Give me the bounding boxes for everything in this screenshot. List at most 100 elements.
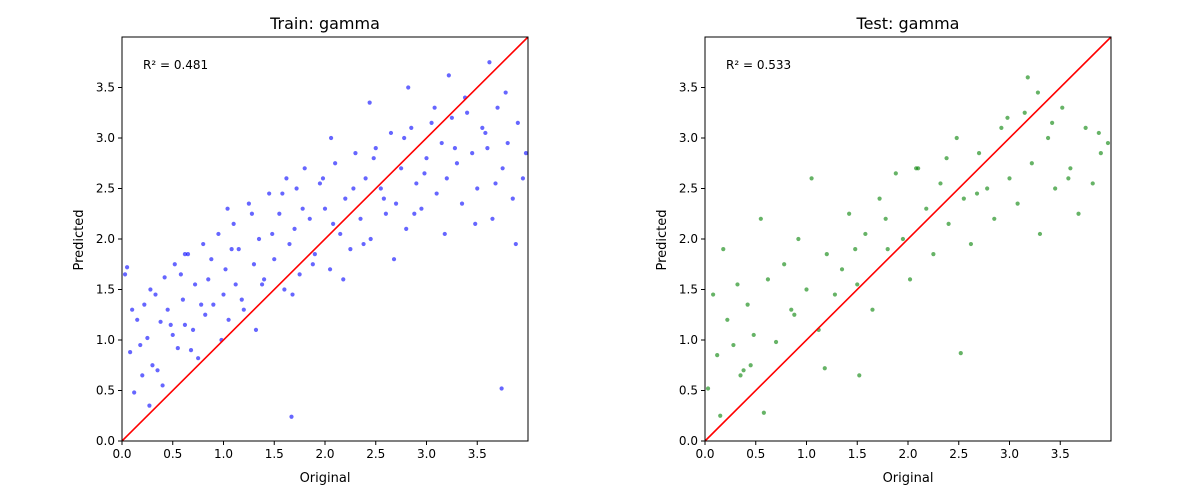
train-x-ticks: 0.0 0.5 1.0 1.5 2.0 2.5 3.0 3.5	[112, 441, 487, 461]
train-x-tick-label: 1.0	[214, 447, 233, 461]
test-x-tick-label: 2.5	[949, 447, 968, 461]
train-data-point	[289, 414, 294, 419]
test-data-point	[1068, 166, 1073, 171]
test-data-point	[885, 247, 890, 252]
test-data-point	[738, 373, 743, 378]
train-data-point	[465, 110, 470, 115]
test-y-tick-label: 2.5	[679, 182, 698, 196]
train-data-point	[480, 125, 485, 130]
train-data-point	[513, 241, 518, 247]
test-data-point	[931, 252, 936, 257]
test-data-point	[711, 292, 716, 297]
train-data-point	[475, 186, 480, 191]
train-x-tick-label: 2.5	[366, 447, 385, 461]
train-data-point	[221, 292, 226, 297]
test-data-point	[863, 231, 868, 237]
train-data-point	[310, 262, 315, 267]
test-data-point	[804, 287, 809, 292]
test-data-point	[822, 366, 827, 371]
train-data-point	[320, 176, 326, 181]
train-data-point	[414, 181, 419, 186]
train-data-point	[211, 302, 216, 307]
test-data-point	[839, 267, 845, 272]
test-data-point	[725, 317, 730, 322]
test-x-tick-label: 3.0	[1000, 447, 1019, 461]
train-data-point	[439, 140, 444, 146]
train-data-point	[142, 302, 147, 307]
train-data-point	[442, 231, 447, 237]
train-data-point	[505, 140, 510, 146]
train-data-point	[381, 196, 386, 201]
test-data-point	[1022, 110, 1027, 115]
test-x-tick-label: 3.5	[1051, 447, 1070, 461]
test-x-tick-label: 0.5	[746, 447, 765, 461]
train-data-point	[165, 307, 170, 312]
test-x-tick-label: 2.0	[898, 447, 917, 461]
train-data-point	[241, 307, 246, 312]
test-data-point	[900, 236, 906, 242]
test-data-point	[1037, 231, 1043, 237]
train-y-tick-label: 3.5	[96, 81, 115, 95]
train-data-point	[446, 73, 451, 78]
train-data-point	[259, 282, 265, 287]
train-data-point	[327, 267, 333, 272]
test-data-point	[1015, 201, 1020, 206]
train-data-point	[150, 363, 155, 368]
train-data-point	[233, 282, 238, 287]
train-data-point	[153, 292, 158, 297]
train-data-point	[267, 191, 272, 196]
test-data-point	[1007, 176, 1012, 181]
test-data-point	[718, 413, 723, 418]
train-data-point	[148, 287, 153, 292]
test-data-point	[1083, 125, 1088, 130]
train-data-point	[510, 196, 515, 201]
test-data-point	[721, 247, 726, 252]
train-data-point	[409, 125, 414, 130]
test-data-point	[705, 386, 711, 391]
train-data-point	[216, 231, 221, 237]
train-data-point	[495, 105, 500, 110]
test-y-tick-label: 3.0	[679, 131, 698, 145]
test-data-point	[789, 307, 794, 312]
test-y-ticks: 0.0 0.5 1.0 1.5 2.0 2.5 3.0 3.5	[679, 81, 705, 448]
train-data-point	[493, 181, 498, 186]
train-y-axis-label: Predicted	[72, 209, 87, 270]
train-data-point	[523, 151, 529, 156]
train-data-point	[317, 181, 323, 186]
train-data-point	[239, 297, 244, 302]
test-data-point	[1098, 151, 1103, 156]
test-data-point	[985, 186, 990, 191]
train-points-layer	[122, 60, 529, 419]
train-data-point	[404, 226, 409, 231]
train-data-point	[419, 206, 424, 211]
train-data-point	[424, 156, 429, 161]
train-data-point	[473, 221, 478, 226]
train-y-tick-label: 0.0	[96, 434, 115, 448]
train-data-point	[338, 231, 343, 237]
test-data-point	[792, 312, 797, 317]
train-data-point	[280, 191, 285, 196]
test-y-tick-label: 3.5	[679, 81, 698, 95]
train-data-point	[483, 130, 488, 136]
train-data-point	[470, 151, 475, 156]
train-data-point	[367, 100, 372, 105]
train-data-point	[520, 176, 526, 181]
train-data-point	[209, 257, 214, 262]
train-data-point	[351, 186, 356, 191]
train-data-point	[343, 196, 348, 201]
test-data-point	[715, 353, 720, 358]
test-data-point	[893, 171, 898, 176]
test-data-point	[765, 277, 771, 282]
train-data-point	[178, 272, 183, 277]
test-data-point	[1096, 130, 1101, 136]
test-plot-frame	[704, 36, 1112, 442]
test-data-point	[1050, 120, 1055, 125]
train-data-point	[262, 277, 267, 282]
train-data-point	[353, 151, 358, 156]
test-data-point	[954, 135, 959, 141]
train-y-tick-label: 1.0	[96, 333, 115, 347]
train-data-point	[333, 161, 338, 166]
train-data-point	[297, 272, 302, 277]
test-data-point	[974, 191, 980, 196]
